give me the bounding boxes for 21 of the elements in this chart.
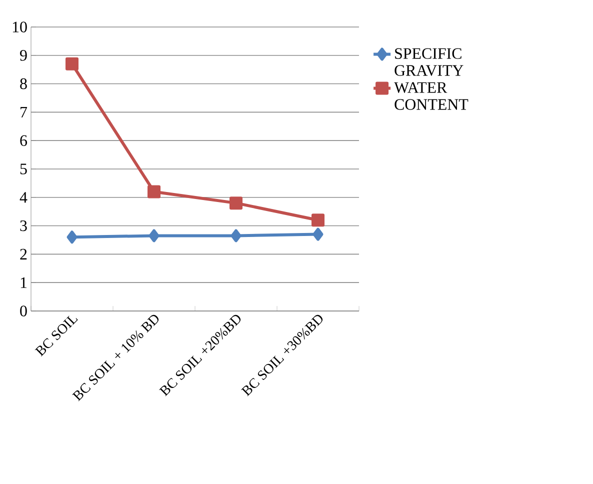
y-tick-label: 8 [20,78,27,90]
point [148,185,161,198]
y-tick-label: 1 [20,277,27,288]
y-tick-label: 2 [20,248,27,260]
point [66,57,79,70]
legend-label: WATER CONTENT [394,82,468,110]
y-tick-label: 6 [20,135,28,146]
y-tick-label: 9 [20,50,27,61]
y-tick-label: 3 [20,220,27,232]
y-tick-label: 5 [20,164,27,174]
point [312,228,324,241]
point [230,196,243,210]
point [312,214,325,227]
y-tick-label: 7 [20,106,28,118]
y-tick-label: 0 [20,306,27,316]
legend-label: SPECIFIC GRAVITY [394,48,464,76]
y-tick-label: 10 [12,22,27,32]
point [66,230,78,244]
y-tick-label: 4 [20,192,28,203]
point [148,229,160,242]
point [230,229,242,242]
